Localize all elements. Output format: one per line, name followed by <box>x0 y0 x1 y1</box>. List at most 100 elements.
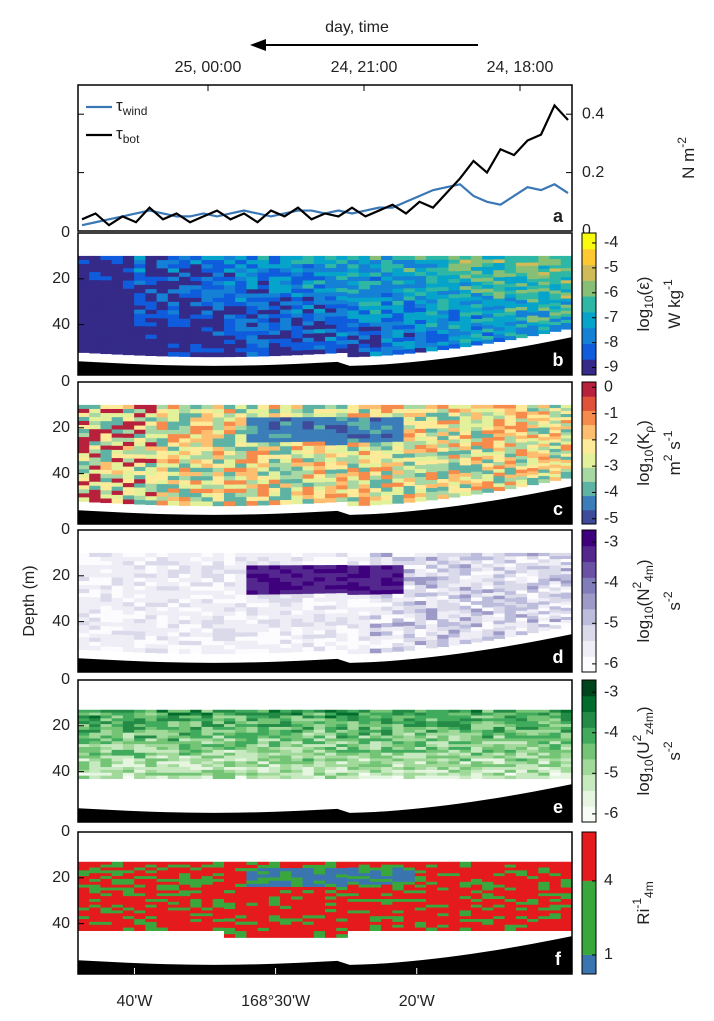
heatmap-texture <box>212 425 225 431</box>
heatmap-texture <box>291 915 304 919</box>
heatmap-texture <box>392 433 405 439</box>
heatmap-texture <box>493 298 506 303</box>
heatmap-texture <box>302 647 315 652</box>
heatmap-texture <box>493 769 506 774</box>
heatmap-texture <box>201 620 214 625</box>
heatmap-texture <box>235 729 247 734</box>
colorbar-label-part: log <box>634 309 653 332</box>
heatmap-texture <box>212 417 225 423</box>
heatmap-texture <box>336 761 348 765</box>
heatmap-texture <box>257 877 270 882</box>
heatmap-texture <box>78 316 90 321</box>
heatmap-texture <box>246 628 259 633</box>
heatmap-texture <box>302 333 315 339</box>
heatmap-texture <box>235 497 247 502</box>
heatmap-texture <box>167 611 180 617</box>
colorbar-units-part: -2 <box>661 591 675 602</box>
heatmap-texture <box>504 552 517 557</box>
heatmap-texture <box>89 589 101 594</box>
heatmap-texture <box>122 724 135 728</box>
heatmap-texture <box>167 569 180 575</box>
heatmap-texture <box>392 284 405 290</box>
heatmap-texture <box>426 311 438 316</box>
heatmap-texture <box>111 873 124 877</box>
heatmap-texture <box>325 625 337 631</box>
heatmap-texture <box>268 709 281 714</box>
heatmap-texture <box>336 284 348 289</box>
heatmap-texture <box>325 453 337 459</box>
panel-frame <box>77 679 573 823</box>
heatmap-texture <box>179 726 191 731</box>
heatmap-texture <box>89 878 101 883</box>
heatmap-texture <box>100 605 113 611</box>
heatmap-texture <box>111 264 124 269</box>
heatmap-texture <box>426 576 438 582</box>
heatmap-texture <box>325 861 337 866</box>
heatmap-texture <box>504 446 517 451</box>
heatmap-texture <box>470 330 483 335</box>
heatmap-texture <box>280 342 292 348</box>
heatmap-texture <box>167 322 180 328</box>
heatmap-texture <box>560 313 573 318</box>
heatmap-texture <box>459 263 472 268</box>
heatmap-texture <box>111 642 124 648</box>
heatmap-texture <box>156 881 169 886</box>
heatmap-texture <box>246 741 259 745</box>
heatmap-texture <box>392 732 405 737</box>
heatmap-texture <box>190 565 202 571</box>
heatmap-texture <box>549 312 562 317</box>
heatmap-texture <box>515 307 528 311</box>
heatmap-texture <box>560 715 573 719</box>
heatmap-texture <box>134 569 146 575</box>
heatmap-texture <box>167 272 180 278</box>
heatmap-texture <box>549 761 562 765</box>
heatmap-texture <box>358 347 371 353</box>
heatmap-texture <box>313 597 326 603</box>
heatmap-texture <box>291 899 304 904</box>
heatmap-texture <box>246 615 259 621</box>
heatmap-texture <box>111 752 124 757</box>
heatmap-texture <box>201 268 214 274</box>
heatmap-texture <box>414 291 427 297</box>
heatmap-texture <box>538 620 551 625</box>
heatmap-texture <box>190 561 202 566</box>
heatmap-texture <box>381 429 393 435</box>
heatmap-texture <box>179 645 191 650</box>
heatmap-texture <box>549 606 562 610</box>
heatmap-texture <box>459 579 472 584</box>
heatmap-texture <box>336 629 348 634</box>
heatmap-texture <box>212 451 225 456</box>
heatmap-texture <box>179 611 191 617</box>
heatmap-texture <box>246 565 259 571</box>
heatmap-texture <box>493 259 506 264</box>
heatmap-texture <box>403 457 416 463</box>
heatmap-texture <box>560 292 573 297</box>
heatmap-texture <box>179 450 191 456</box>
heatmap-texture <box>302 752 315 757</box>
heatmap-texture <box>268 289 281 294</box>
heatmap-texture <box>268 918 281 923</box>
heatmap-texture <box>369 293 382 299</box>
heatmap-texture <box>403 735 416 739</box>
heatmap-texture <box>392 614 405 619</box>
heatmap-texture <box>549 552 562 557</box>
heatmap-texture <box>291 404 304 410</box>
heatmap-texture <box>235 732 247 737</box>
heatmap-texture <box>313 642 326 648</box>
heatmap-texture <box>347 268 360 274</box>
heatmap-texture <box>549 296 562 301</box>
heatmap-texture <box>459 602 472 607</box>
heatmap-texture <box>89 445 101 450</box>
colorbar-tick-label: -5 <box>604 615 618 632</box>
heatmap-texture <box>89 617 101 623</box>
heatmap-texture <box>179 619 191 625</box>
heatmap-texture <box>381 276 393 282</box>
heatmap-texture <box>78 864 90 868</box>
heatmap-texture <box>134 873 146 877</box>
heatmap-texture <box>201 775 214 779</box>
heatmap-texture <box>426 412 438 418</box>
heatmap-texture <box>403 268 416 273</box>
heatmap-texture <box>111 474 124 480</box>
heatmap-texture <box>302 741 315 745</box>
heatmap-texture <box>268 343 281 348</box>
